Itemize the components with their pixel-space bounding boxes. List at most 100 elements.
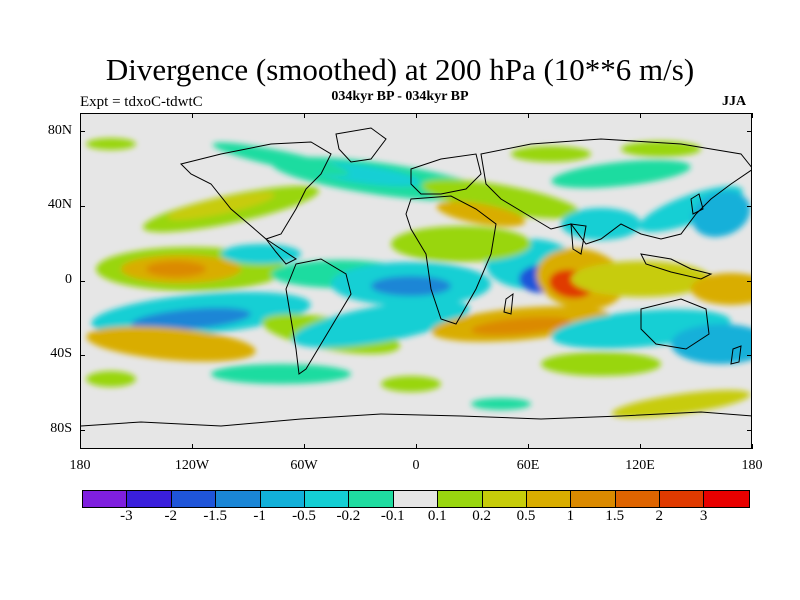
colorbar-segment (127, 491, 172, 507)
colorbar-label: 3 (699, 508, 708, 524)
lon-label-180w: 180 (69, 458, 91, 473)
divergence-contour (436, 201, 526, 227)
colorbar-segment (304, 491, 350, 507)
axis-tick (640, 444, 641, 449)
axis-tick (747, 206, 752, 207)
axis-tick (80, 444, 81, 449)
coastline (180, 141, 332, 240)
divergence-contour (167, 192, 275, 220)
axis-tick (80, 113, 81, 118)
axis-tick (528, 113, 529, 118)
lat-label-80s: 80S (50, 421, 72, 436)
divergence-contour (146, 261, 206, 277)
axis-tick (747, 281, 752, 282)
coastline (405, 195, 497, 325)
coastline (265, 238, 297, 265)
axis-tick (80, 281, 85, 282)
figure-title: Divergence (smoothed) at 200 hPa (10**6 … (105, 52, 695, 87)
colorbar-segment (171, 491, 217, 507)
divergence-contour (471, 398, 531, 410)
divergence-contour (471, 316, 571, 336)
lon-label-180e: 180 (741, 458, 763, 473)
colorbar-label: -0.2 (336, 508, 361, 524)
divergence-contour (131, 307, 251, 331)
coastlines (81, 127, 751, 427)
divergence-contour (391, 226, 531, 262)
coastline (480, 138, 751, 245)
axis-tick (80, 430, 85, 431)
lat-label-40s: 40S (50, 346, 72, 361)
coastline (81, 411, 751, 427)
colorbar-label: -2 (164, 508, 178, 524)
coastline (285, 258, 352, 375)
coastline (503, 292, 514, 315)
axis-tick (416, 113, 417, 118)
colorbar-segment (260, 491, 305, 507)
lon-label-60w: 60W (290, 458, 318, 473)
axis-tick (747, 131, 752, 132)
colorbar-label: 1 (566, 508, 575, 524)
divergence-contour (611, 390, 751, 418)
colorbar-segment (571, 491, 616, 507)
axis-tick (80, 355, 85, 356)
colorbar-label: 2 (655, 508, 663, 524)
divergence-contour (212, 142, 350, 176)
colorbar-label: 0.5 (516, 508, 536, 524)
colorbar-segment (349, 491, 394, 507)
colorbar-label: -1.5 (203, 508, 228, 524)
divergence-contour (551, 160, 691, 188)
axis-tick (752, 444, 753, 449)
colorbar-label: 0.2 (472, 508, 491, 524)
axis-tick (304, 113, 305, 118)
divergence-contour (371, 276, 451, 296)
axis-tick (304, 444, 305, 449)
axis-tick (192, 444, 193, 449)
colorbar-label: -0.1 (380, 508, 405, 524)
divergence-map (80, 113, 752, 449)
coastline (690, 193, 704, 215)
divergence-contour (86, 371, 136, 387)
colorbar-segment (704, 491, 749, 507)
colorbar-segment (660, 491, 705, 507)
axis-tick (192, 113, 193, 118)
axis-tick (747, 430, 752, 431)
coastline (640, 298, 710, 350)
axis-tick (752, 113, 753, 118)
axis-tick (80, 206, 85, 207)
divergence-contour (691, 273, 751, 305)
axis-tick (80, 131, 85, 132)
colorbar-label: -3 (120, 508, 133, 524)
axis-tick (747, 355, 752, 356)
colorbar-segment (526, 491, 572, 507)
divergence-contour (86, 326, 256, 362)
axis-tick (528, 444, 529, 449)
lon-label-60e: 60E (516, 458, 540, 473)
divergence-contour (691, 190, 751, 238)
colorbar-label: 0.1 (427, 508, 447, 524)
lat-label-0: 0 (65, 272, 72, 287)
colorbar-segment (615, 491, 661, 507)
season-label: JJA (722, 94, 747, 109)
map-canvas (81, 127, 751, 427)
coastline (640, 253, 713, 280)
divergence-contour (511, 146, 591, 162)
divergence-contour (571, 261, 711, 297)
colorbar-segment (83, 491, 128, 507)
colorbar-segment (216, 491, 261, 507)
lat-label-40n: 40N (47, 197, 72, 212)
colorbar-label: 1.5 (605, 508, 625, 524)
colorbar-segment (438, 491, 483, 507)
colorbar-label: -0.5 (292, 508, 316, 524)
divergence-contour (381, 376, 441, 392)
axis-tick (416, 444, 417, 449)
experiment-label: Expt = tdxoC-tdwtC (80, 94, 203, 110)
colorbar-label: -1 (253, 508, 266, 524)
lon-label-0: 0 (412, 458, 420, 473)
coastline (335, 127, 387, 163)
divergence-contour (86, 138, 136, 150)
divergence-contour (621, 141, 701, 157)
colorbar-segment (482, 491, 527, 507)
lon-label-120e: 120E (625, 458, 655, 473)
divergence-contour (561, 208, 641, 240)
divergence-contour (211, 364, 351, 384)
